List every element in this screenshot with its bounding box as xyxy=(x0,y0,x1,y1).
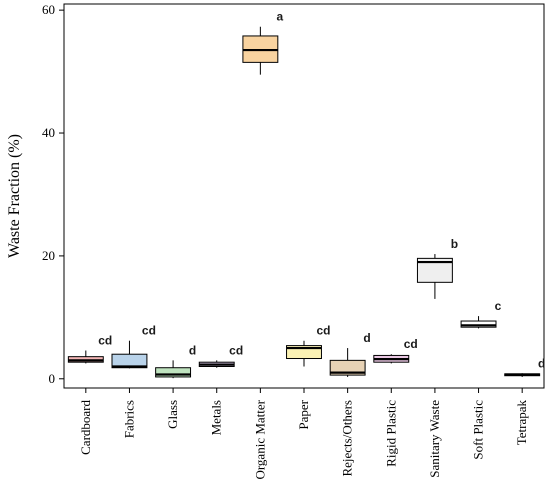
x-category-label: Soft Plastic xyxy=(471,400,486,460)
significance-letter: d xyxy=(363,331,370,345)
y-axis-label: Waste Fraction (%) xyxy=(6,134,23,258)
x-category-label: Metals xyxy=(209,400,224,435)
significance-letter: cd xyxy=(98,334,112,348)
x-category-label: Rigid Plastic xyxy=(383,400,398,467)
significance-letter: a xyxy=(276,10,283,24)
x-category-label: Sanitary Waste xyxy=(427,400,442,478)
significance-letter: cd xyxy=(316,324,330,338)
plot-frame xyxy=(63,3,545,389)
box-cardboard xyxy=(67,350,104,364)
significance-letter: d xyxy=(538,356,545,370)
box-iqr xyxy=(460,320,497,328)
box-fabrics xyxy=(111,340,148,369)
significance-letter: b xyxy=(451,237,458,251)
box-rejects-others xyxy=(329,348,366,377)
x-category-label: Paper xyxy=(296,399,311,429)
box-iqr xyxy=(155,367,192,378)
box-iqr xyxy=(329,359,366,376)
x-axis-category-labels: Cardboard Fabrics Glass Metals Organic Matte… xyxy=(78,388,529,480)
x-category-label: Fabrics xyxy=(121,400,136,438)
x-category-label: Glass xyxy=(165,400,180,429)
significance-letter: cd xyxy=(229,343,243,357)
y-tick-label: 0 xyxy=(49,371,56,386)
x-category-label: Rejects/Others xyxy=(340,400,355,477)
significance-letter: c xyxy=(495,299,502,313)
y-tick-label: 60 xyxy=(42,2,55,17)
x-category-label: Organic Matter xyxy=(252,399,267,479)
x-category-label: Tetrapak xyxy=(514,400,529,446)
y-axis-ticks: 0 20 40 60 xyxy=(42,2,64,386)
significance-letter: d xyxy=(189,343,196,357)
box-paper xyxy=(286,340,322,367)
box-rigid-plastic xyxy=(373,354,410,364)
box-iqr xyxy=(416,257,453,283)
x-category-label: Cardboard xyxy=(78,400,93,455)
box-glass xyxy=(155,360,192,379)
box-metals xyxy=(198,360,235,368)
significance-letter: cd xyxy=(142,324,156,338)
box-tetrapak xyxy=(504,373,541,377)
y-tick-label: 40 xyxy=(42,125,55,140)
box-iqr xyxy=(111,353,148,369)
significance-letter: cd xyxy=(404,337,418,351)
box-sanitary-waste xyxy=(416,254,453,299)
boxes xyxy=(67,26,541,379)
box-organic-matter xyxy=(242,26,279,75)
y-tick-label: 20 xyxy=(42,248,55,263)
box-soft-plastic xyxy=(460,316,497,329)
